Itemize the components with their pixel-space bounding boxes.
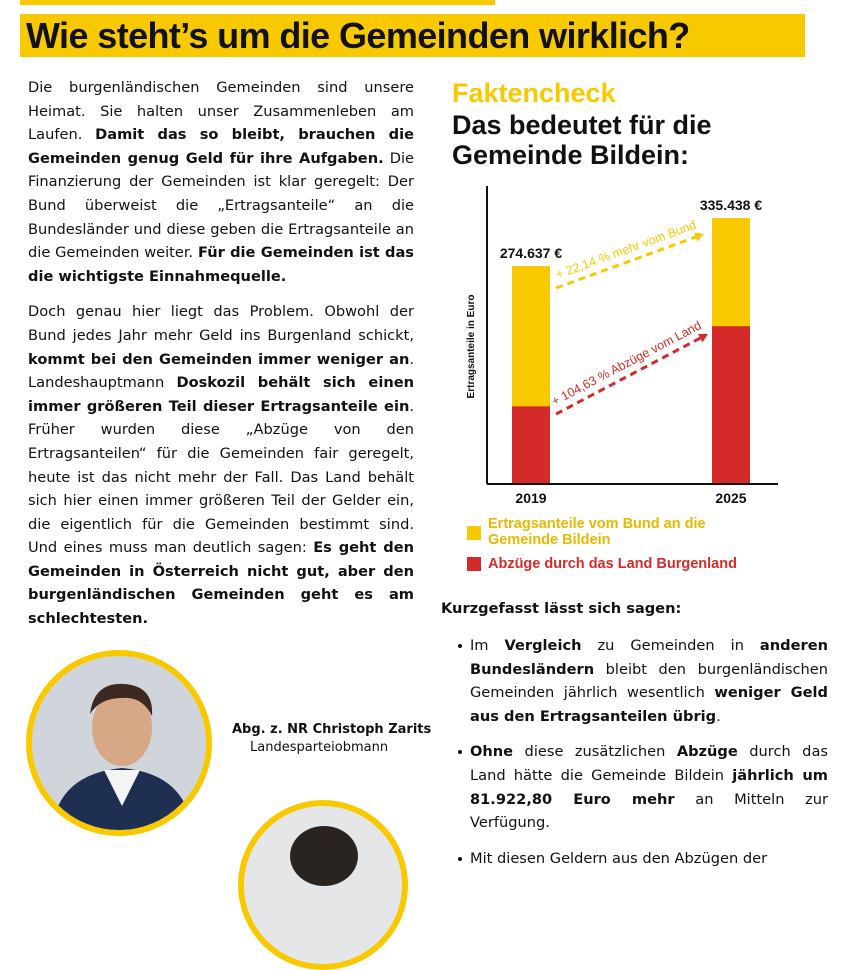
- top-bar: [20, 0, 495, 5]
- caption-role: Landesparteiobmann: [250, 740, 389, 755]
- title-background: [20, 14, 805, 57]
- text: .: [716, 707, 721, 725]
- bold-text: Abzüge: [676, 743, 738, 761]
- bold-text: Vergleich: [504, 637, 582, 654]
- annotation-arrow: [555, 336, 702, 416]
- bar: [712, 326, 750, 483]
- portrait-art: [244, 806, 402, 964]
- text: Doch genau hier liegt das Problem. Obwoh…: [28, 303, 414, 344]
- text: Die burgenländischen Gemeinden sind unse…: [28, 79, 414, 144]
- chart: Ertragsanteile in Euro 274.637 € 335.438 €…: [466, 186, 778, 571]
- legend-swatch: [467, 526, 481, 540]
- portrait-art: [32, 656, 206, 830]
- annotation-arrow: [555, 235, 697, 290]
- hair: [90, 683, 153, 716]
- summary-heading: Kurzgefasst lässt sich sagen:: [441, 600, 682, 617]
- text: . Landeshauptmann: [28, 350, 414, 392]
- bold-text: Für die Gemeinden ist das die wichtigste…: [28, 244, 414, 285]
- y-axis-label: Ertragsanteile in Euro: [466, 295, 477, 399]
- annotation: + 22,14 % mehr vom Bund: [554, 218, 698, 282]
- text: Die Finanzierung der Gemeinden ist klar …: [28, 149, 414, 262]
- portrait: [26, 650, 212, 836]
- text: Im: [470, 637, 505, 654]
- bold-text: Es geht den Gemeinden in Österreich nich…: [28, 539, 414, 628]
- text: . Früher wurden diese „Abzüge von den Er…: [28, 397, 414, 557]
- text: an Mitteln zur Verfügung.: [470, 790, 828, 832]
- bold-text: jährlich um 81.922,80 Euro mehr: [470, 766, 828, 808]
- bar: [512, 406, 550, 483]
- paragraph: Die burgenländischen Gemeinden sind unse…: [28, 76, 414, 288]
- bold-text: kommt bei den Gemeinden immer weniger an: [28, 350, 410, 368]
- page-title: Wie steht’s um die Gemeinden wirklich?: [26, 15, 690, 56]
- legend-label: Ertragsanteile vom Bund an die Gemeinde …: [488, 516, 706, 548]
- hair: [290, 826, 358, 886]
- arrow-head: [694, 232, 704, 242]
- portrait-2: [238, 800, 408, 970]
- bullet: Im Vergleich zu Gemeinden in anderen Bun…: [458, 634, 828, 728]
- page: Wie steht’s um die Gemeinden wirklich? D…: [20, 0, 828, 970]
- fact-heading: Das bedeutet für die Gemeinde Bildein:: [452, 110, 712, 170]
- legend-swatch: [467, 557, 481, 571]
- bullet: Mit diesen Geldern aus den Abzügen der: [458, 847, 828, 871]
- text: Mit diesen Geldern aus den Abzügen der: [470, 849, 768, 867]
- bold-text: Ohne: [470, 743, 514, 761]
- value-label: 335.438 €: [700, 197, 762, 213]
- body-text: Die burgenländischen Gemeinden sind unse…: [28, 76, 414, 643]
- bullet-list: Im Vergleich zu Gemeinden in anderen Bun…: [458, 634, 828, 882]
- text: diese zusätzlichen: [513, 743, 677, 761]
- bullet: Ohne diese zusätzlichen Abzüge durch das…: [458, 740, 828, 834]
- x-tick-label: 2019: [515, 490, 546, 506]
- text: zu Gemeinden in: [581, 637, 760, 654]
- arrow-head: [698, 333, 708, 343]
- face: [92, 690, 152, 766]
- legend-label: Abzüge durch das Land Burgenland: [488, 556, 737, 572]
- annotation: + 104,63 % Abzüge vom Land: [549, 318, 703, 408]
- value-label: 274.637 €: [500, 245, 562, 261]
- bold-text: weniger Geld aus den Ertragsanteilen übr…: [470, 684, 828, 725]
- fact-label: Faktencheck: [452, 78, 616, 108]
- bold-text: Damit das so bleibt, brauchen die Gemein…: [28, 126, 414, 167]
- text: durch das Land hätte die Gemeinde Bildei…: [470, 743, 828, 784]
- text: bleibt den burgenländischen Gemeinden jä…: [470, 660, 828, 702]
- shirt: [104, 770, 140, 806]
- bold-text: anderen Bundesländern: [470, 637, 828, 678]
- caption-name: Abg. z. NR Christoph Zarits: [232, 722, 432, 737]
- x-tick-label: 2025: [715, 490, 746, 506]
- paragraph: Doch genau hier liegt das Problem. Obwoh…: [28, 300, 414, 630]
- bold-text: Doskozil behält sich einen immer größere…: [28, 374, 414, 415]
